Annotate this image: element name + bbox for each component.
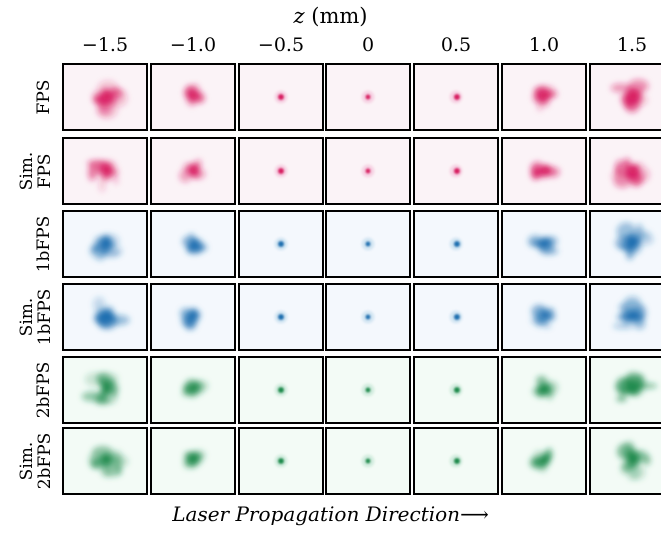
beam-profile-panel (589, 283, 661, 351)
beam-profile-panel (238, 356, 324, 424)
beam-profile-panel (62, 427, 148, 495)
column-label: −1.0 (169, 34, 217, 56)
beam-profile-panel (413, 283, 499, 351)
beam-profile-panel (501, 63, 587, 131)
beam-profile-panel (62, 63, 148, 131)
beam-profile-panel (150, 210, 236, 278)
beam-profile-panel (238, 210, 324, 278)
beam-profile-panel (501, 283, 587, 351)
z-axis-title: z (mm) (0, 4, 661, 28)
beam-profile-panel (501, 137, 587, 205)
beam-profile-panel (325, 210, 411, 278)
beam-profile-panel (589, 427, 661, 495)
column-label: 0 (361, 34, 375, 56)
beam-profile-panel (238, 63, 324, 131)
column-label: 1.5 (616, 34, 648, 56)
beam-profile-panel (325, 137, 411, 205)
beam-profile-panel (325, 283, 411, 351)
beam-profile-panel (413, 427, 499, 495)
beam-profile-panel (150, 356, 236, 424)
beam-profile-panel (150, 427, 236, 495)
beam-profile-panel (589, 137, 661, 205)
beam-profile-panel (325, 427, 411, 495)
z-variable: z (293, 4, 305, 28)
beam-profile-panel (501, 427, 587, 495)
beam-profile-panel (62, 210, 148, 278)
beam-profile-panel (238, 427, 324, 495)
column-label: −1.5 (81, 34, 129, 56)
beam-profile-panel (501, 210, 587, 278)
z-unit: (mm) (311, 4, 368, 28)
column-label: 0.5 (440, 34, 472, 56)
column-label: 1.0 (528, 34, 560, 56)
beam-profile-panel (150, 137, 236, 205)
beam-profile-panel (325, 63, 411, 131)
beam-profile-panel (62, 137, 148, 205)
beam-profile-panel (589, 356, 661, 424)
beam-profile-panel (150, 63, 236, 131)
beam-profile-panel (325, 356, 411, 424)
column-label: −0.5 (257, 34, 305, 56)
beam-profile-panel (62, 356, 148, 424)
beam-profile-panel (589, 210, 661, 278)
beam-profile-panel (413, 63, 499, 131)
beam-profile-panel (413, 210, 499, 278)
beam-profile-panel (413, 356, 499, 424)
beam-profile-panel (238, 137, 324, 205)
beam-profile-panel (413, 137, 499, 205)
beam-profile-panel (238, 283, 324, 351)
beam-profile-panel (62, 283, 148, 351)
beam-profile-panel (589, 63, 661, 131)
beam-profile-panel (501, 356, 587, 424)
propagation-direction-label: Laser Propagation Direction⟶ (172, 502, 489, 526)
beam-profile-panel (150, 283, 236, 351)
